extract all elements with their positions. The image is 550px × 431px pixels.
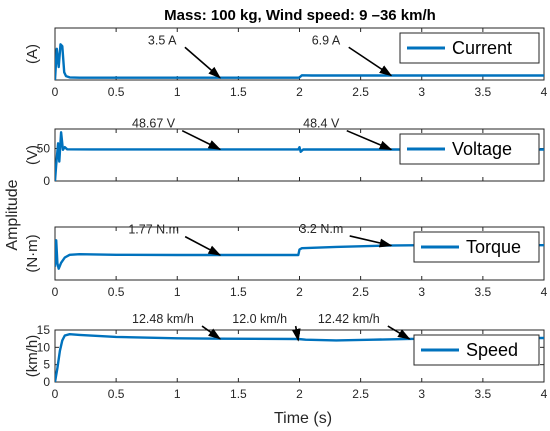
x-tick-label: 3 (418, 85, 425, 99)
legend: Torque (413, 231, 540, 263)
subplot-3: 0 0.5 1 1.5 2 2.5 3 3.5 4 (N·m) Torque 1.77 N.m 3.2 … (24, 222, 548, 299)
x-tick-label: 0.5 (108, 285, 125, 299)
y-tick-label: 0 (43, 174, 50, 188)
annotation-arrow (291, 325, 301, 342)
y-axis-label: (A) (24, 44, 41, 64)
x-tick-label: 2 (296, 387, 303, 401)
annotation-arrow (346, 129, 393, 151)
chart-title: Mass: 100 kg, Wind speed: 9 –36 km/h (164, 7, 436, 24)
x-tick-label: 3 (418, 285, 425, 299)
x-tick-label: 3.5 (475, 285, 492, 299)
annotation-arrow (387, 325, 411, 340)
x-tick-label: 0 (52, 285, 59, 299)
legend: Speed (413, 334, 540, 366)
y-axis-label: (km/h) (24, 335, 41, 378)
annotation-label: 3.2 N.m (300, 222, 344, 236)
y-tick-label: 50 (37, 142, 51, 156)
annotation-arrow (349, 235, 393, 248)
x-tick-label: 1.5 (230, 285, 247, 299)
x-tick-label: 1.5 (230, 387, 247, 401)
x-axis-label: Time (s) (274, 410, 332, 427)
x-tick-label: 0 (52, 387, 59, 401)
annotation-label: 48.67 V (132, 117, 176, 131)
annotation-arrow (184, 46, 222, 79)
x-tick-label: 0.5 (108, 387, 125, 401)
annotation-arrow (184, 235, 222, 256)
annotation-label: 12.0 km/h (232, 312, 287, 326)
y-tick-label: 0 (43, 375, 50, 389)
y-tick-label: 5 (43, 358, 50, 372)
x-tick-label: 4 (541, 285, 548, 299)
x-tick-label: 0 (52, 85, 59, 99)
x-tick-label: 2 (296, 285, 303, 299)
x-tick-label: 1.5 (230, 85, 247, 99)
legend: Voltage (399, 133, 540, 165)
annotation-label: 1.77 N.m (128, 223, 179, 237)
x-tick-label: 2.5 (352, 387, 369, 401)
legend-label: Torque (466, 237, 521, 257)
y-tick-label: 15 (37, 323, 51, 337)
x-tick-label: 3.5 (475, 85, 492, 99)
x-tick-label: 2.5 (352, 85, 369, 99)
subplot-1: 0 0.5 1 1.5 2 2.5 3 3.5 4 (A) Current 3.5 A 6.9 A (24, 27, 548, 99)
annotation-label: 12.48 km/h (132, 312, 194, 326)
subplot-4: 0 0.5 1 1.5 2 2.5 3 3.5 4 0 5 10 15(km/h) Speed 12.48 … (24, 312, 548, 401)
legend-label: Speed (466, 340, 518, 360)
subplot-2: 0 50(V) Voltage 48.67 V 48.4 V (24, 117, 545, 188)
x-tick-label: 1 (174, 387, 181, 401)
x-tick-label: 4 (541, 387, 548, 401)
x-tick-label: 1 (174, 85, 181, 99)
x-tick-label: 3 (418, 387, 425, 401)
annotation-label: 48.4 V (303, 117, 340, 131)
y-tick-label: 10 (37, 340, 51, 354)
annotation-label: 6.9 A (312, 33, 341, 47)
x-tick-label: 2 (296, 85, 303, 99)
legend-label: Current (452, 38, 512, 58)
annotation-label: 3.5 A (148, 33, 177, 47)
x-tick-label: 3.5 (475, 387, 492, 401)
x-tick-label: 0.5 (108, 85, 125, 99)
legend: Current (399, 32, 540, 64)
y-axis-label: (N·m) (24, 234, 41, 272)
series-line-current (55, 43, 544, 80)
x-tick-label: 4 (541, 85, 548, 99)
common-y-axis-label: Amplitude (4, 179, 21, 250)
x-tick-label: 1 (174, 285, 181, 299)
series-line-voltage (55, 131, 544, 181)
series-line-speed (55, 333, 544, 382)
annotation-arrow (181, 129, 222, 151)
y-axis-label: (V) (24, 145, 41, 165)
annotation-arrow (201, 325, 222, 340)
annotation-label: 12.42 km/h (318, 312, 380, 326)
annotation-arrow (348, 46, 393, 77)
x-tick-label: 2.5 (352, 285, 369, 299)
legend-label: Voltage (452, 139, 512, 159)
